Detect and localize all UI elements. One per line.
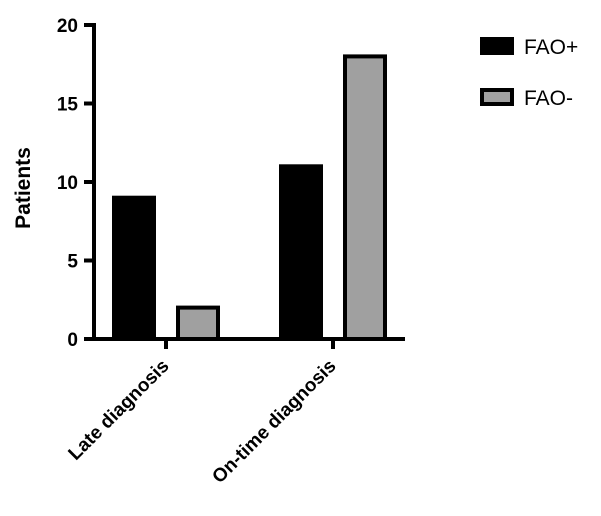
- legend-label: FAO-: [524, 87, 573, 110]
- y-tick-label: 0: [67, 330, 78, 351]
- y-tick-label: 10: [57, 173, 78, 194]
- bar-fao-minus-on-time: [343, 54, 387, 342]
- legend-swatch: [480, 88, 514, 106]
- bars: [112, 54, 387, 342]
- legend-label: FAO+: [524, 36, 578, 59]
- y-tick-label: 20: [57, 16, 78, 37]
- legend-swatch: [480, 37, 514, 55]
- y-axis-ticks: 0 5 10 15 20: [57, 16, 94, 351]
- bar-fao-plus-late: [112, 195, 156, 341]
- x-tick-label: On-time diagnosis: [208, 356, 340, 488]
- bar-fao-minus-late: [176, 305, 220, 342]
- x-tick-label: Late diagnosis: [65, 356, 174, 465]
- legend: FAO+ FAO-: [480, 36, 578, 110]
- axes: [92, 23, 405, 341]
- y-tick-label: 15: [57, 95, 79, 116]
- y-axis-title: Patients: [12, 147, 35, 229]
- x-axis-ticks: Late diagnosis On-time diagnosis: [65, 339, 341, 488]
- y-tick-label: 5: [67, 252, 78, 273]
- bar-fao-plus-on-time: [279, 164, 323, 341]
